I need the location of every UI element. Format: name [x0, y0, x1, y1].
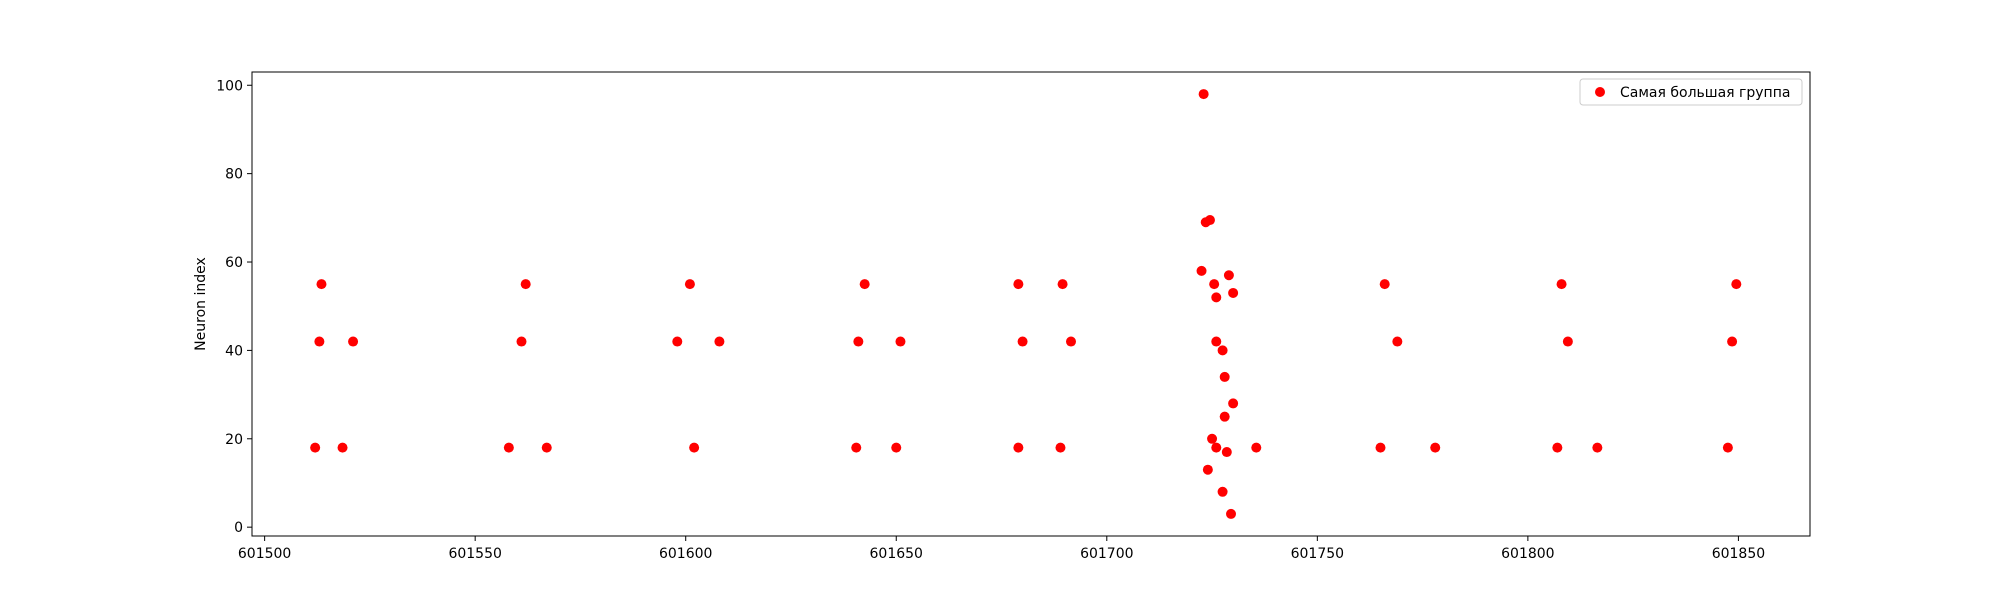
y-axis-label: Neuron index: [193, 257, 209, 351]
data-point: [851, 442, 862, 453]
x-tick-label: 601550: [448, 546, 501, 562]
data-point: [1211, 336, 1222, 347]
y-tick-label: 40: [225, 343, 243, 359]
y-tick-label: 100: [216, 78, 243, 94]
data-point: [1379, 279, 1390, 290]
data-point: [1727, 336, 1738, 347]
data-point: [1217, 345, 1228, 356]
data-point: [1592, 442, 1603, 453]
data-point: [853, 336, 864, 347]
data-point: [314, 336, 325, 347]
data-point: [714, 336, 725, 347]
data-point: [316, 279, 327, 290]
y-tick-label: 80: [225, 167, 243, 183]
legend-box: [1579, 78, 1803, 106]
data-point: [1066, 336, 1077, 347]
data-point: [520, 279, 531, 290]
data-point: [1226, 508, 1237, 519]
data-point: [1219, 371, 1230, 382]
data-point: [1196, 265, 1207, 276]
plot-area-frame: [251, 71, 1811, 537]
data-point: [689, 442, 700, 453]
x-tick-label: 601500: [238, 546, 291, 562]
data-point: [1731, 279, 1742, 290]
data-point: [337, 442, 348, 453]
data-point: [1209, 279, 1220, 290]
data-point: [891, 442, 902, 453]
data-point: [1013, 279, 1024, 290]
x-tick-label: 601700: [1080, 546, 1133, 562]
data-point: [895, 336, 906, 347]
data-point: [1198, 89, 1209, 100]
data-point: [1211, 292, 1222, 303]
x-axis: 601500 601550 601600 601650 601700 601750 6018…: [238, 536, 1765, 562]
data-point: [1219, 411, 1230, 422]
data-point: [1055, 442, 1066, 453]
data-point: [1562, 336, 1573, 347]
data-point: [1013, 442, 1024, 453]
data-point: [1228, 398, 1239, 409]
data-point: [1211, 442, 1222, 453]
data-point: [1722, 442, 1733, 453]
data-point: [1202, 464, 1213, 475]
y-tick-label: 20: [225, 432, 243, 448]
legend: Самая большая группа: [1579, 78, 1803, 106]
data-point: [1552, 442, 1563, 453]
data-point: [684, 279, 695, 290]
data-point: [1430, 442, 1441, 453]
data-point: [1556, 279, 1567, 290]
data-point: [503, 442, 514, 453]
data-point: [516, 336, 527, 347]
x-tick-label: 601600: [659, 546, 712, 562]
data-point: [1204, 215, 1215, 226]
data-point: [1057, 279, 1068, 290]
x-tick-label: 601850: [1712, 546, 1765, 562]
x-tick-label: 601750: [1291, 546, 1344, 562]
legend-marker: [1595, 87, 1605, 97]
y-tick-label: 0: [234, 520, 243, 536]
data-point: [1228, 287, 1239, 298]
y-tick-label: 60: [225, 255, 243, 271]
y-axis: 0 20 40 60 80 100: [216, 78, 252, 536]
legend-label: Самая большая группа: [1620, 85, 1790, 101]
x-tick-label: 601800: [1501, 546, 1554, 562]
data-point: [1251, 442, 1262, 453]
data-point: [672, 336, 683, 347]
x-tick-label: 601650: [870, 546, 923, 562]
data-points: [310, 89, 1742, 519]
data-point: [1223, 270, 1234, 281]
data-point: [1217, 486, 1228, 497]
data-point: [1017, 336, 1028, 347]
data-point: [1207, 433, 1218, 444]
data-point: [348, 336, 359, 347]
data-point: [541, 442, 552, 453]
data-point: [1392, 336, 1403, 347]
data-point: [1221, 447, 1232, 458]
data-point: [310, 442, 321, 453]
data-point: [1375, 442, 1386, 453]
data-point: [859, 279, 870, 290]
